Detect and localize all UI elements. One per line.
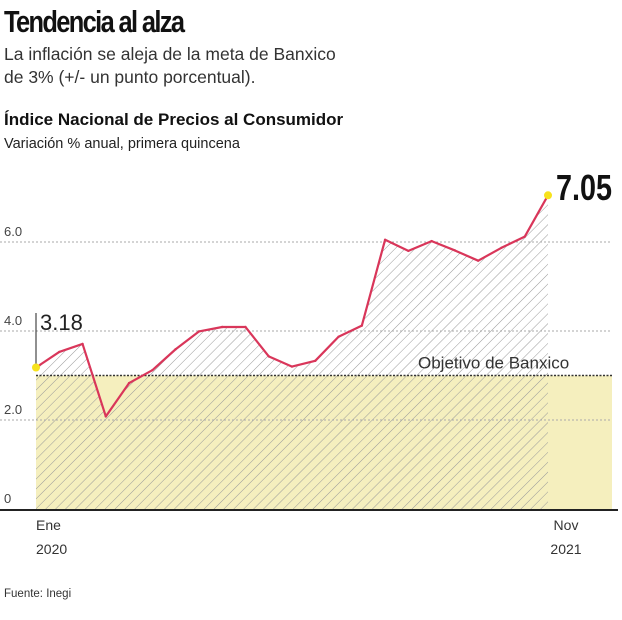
end-marker bbox=[544, 191, 552, 200]
data-point bbox=[290, 365, 294, 368]
data-point bbox=[220, 325, 224, 329]
chart-title: Índice Nacional de Precios al Consumidor bbox=[4, 110, 344, 129]
subtitle-line-1: La inflación se aleja de la meta de Banx… bbox=[4, 44, 336, 64]
data-point bbox=[174, 348, 177, 351]
data-point bbox=[383, 238, 387, 241]
data-point bbox=[314, 359, 317, 363]
data-point bbox=[430, 239, 433, 243]
start-marker bbox=[32, 363, 40, 372]
end-value-label: 7.05 bbox=[556, 167, 612, 208]
subtitle-line-2: de 3% (+/- un punto porcentual). bbox=[4, 67, 256, 87]
data-point bbox=[244, 325, 247, 329]
data-point bbox=[360, 324, 364, 327]
y-tick-label: 6.0 bbox=[4, 224, 22, 239]
target-label: Objetivo de Banxico bbox=[418, 354, 569, 373]
x-label-end-year: 2021 bbox=[550, 541, 581, 557]
data-point bbox=[151, 368, 154, 372]
data-point bbox=[81, 342, 84, 346]
data-point bbox=[453, 249, 457, 252]
data-point bbox=[523, 235, 526, 238]
data-point bbox=[337, 335, 340, 338]
data-point bbox=[127, 381, 131, 385]
chart-subtitle: Variación % anual, primera quincena bbox=[4, 136, 240, 152]
x-label-start-year: 2020 bbox=[36, 541, 67, 557]
data-point bbox=[476, 259, 480, 262]
hatched-area bbox=[36, 195, 548, 509]
data-point bbox=[197, 330, 201, 333]
y-tick-label: 4.0 bbox=[4, 313, 22, 328]
data-point bbox=[267, 355, 270, 358]
headline: Tendencia al alza bbox=[4, 4, 185, 39]
data-point bbox=[104, 415, 108, 418]
source-note: Fuente: Inegi bbox=[4, 588, 72, 600]
data-point bbox=[58, 350, 61, 354]
y-tick-label: 2.0 bbox=[4, 402, 22, 417]
data-point bbox=[407, 249, 410, 253]
x-label-end-month: Nov bbox=[554, 517, 579, 533]
start-value-label: 3.18 bbox=[40, 310, 83, 335]
x-label-start-month: Ene bbox=[36, 517, 61, 533]
data-point bbox=[500, 246, 503, 249]
y-tick-label: 0 bbox=[4, 491, 11, 506]
